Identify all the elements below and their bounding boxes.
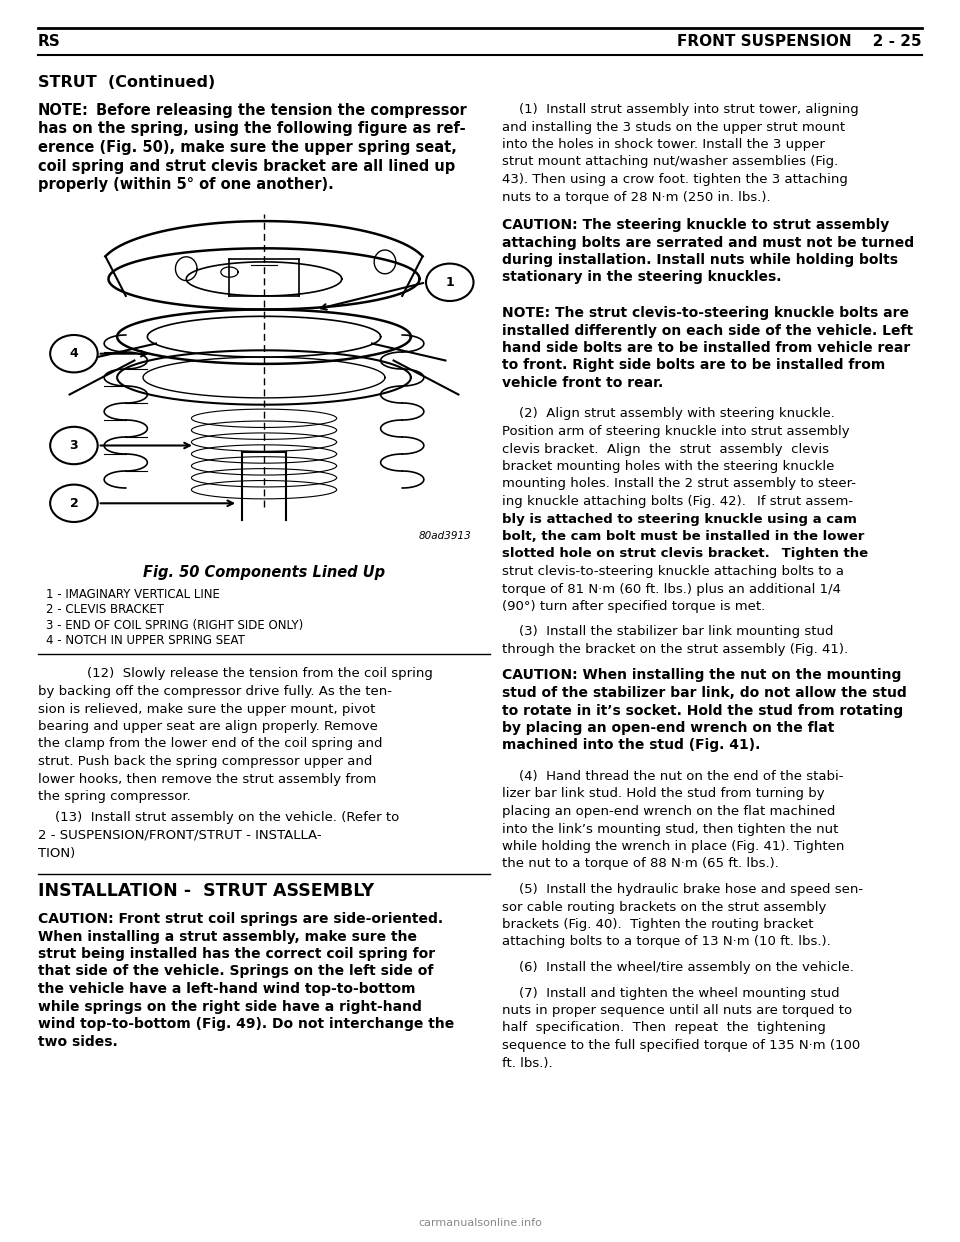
Text: into the holes in shock tower. Install the 3 upper: into the holes in shock tower. Install t… xyxy=(502,138,825,152)
Text: installed differently on each side of the vehicle. Left: installed differently on each side of th… xyxy=(502,323,913,338)
Circle shape xyxy=(50,335,98,373)
Text: strut mount attaching nut/washer assemblies (Fig.: strut mount attaching nut/washer assembl… xyxy=(502,155,838,169)
Text: brackets (Fig. 40).  Tighten the routing bracket: brackets (Fig. 40). Tighten the routing … xyxy=(502,918,813,932)
Text: attaching bolts to a torque of 13 N·m (10 ft. lbs.).: attaching bolts to a torque of 13 N·m (1… xyxy=(502,935,830,949)
Text: strut being installed has the correct coil spring for: strut being installed has the correct co… xyxy=(38,946,435,961)
Text: carmanualsonline.info: carmanualsonline.info xyxy=(418,1218,542,1228)
Text: by backing off the compressor drive fully. As the ten-: by backing off the compressor drive full… xyxy=(38,686,392,698)
Text: 43). Then using a crow foot. tighten the 3 attaching: 43). Then using a crow foot. tighten the… xyxy=(502,173,848,186)
Text: nuts to a torque of 28 N·m (250 in. lbs.).: nuts to a torque of 28 N·m (250 in. lbs.… xyxy=(502,190,771,204)
Text: the nut to a torque of 88 N·m (65 ft. lbs.).: the nut to a torque of 88 N·m (65 ft. lb… xyxy=(502,857,779,871)
Text: stud of the stabilizer bar link, do not allow the stud: stud of the stabilizer bar link, do not … xyxy=(502,686,907,700)
Text: TION): TION) xyxy=(38,847,75,859)
Text: 2 - SUSPENSION/FRONT/STRUT - INSTALLA-: 2 - SUSPENSION/FRONT/STRUT - INSTALLA- xyxy=(38,828,322,842)
Text: CAUTION: When installing the nut on the mounting: CAUTION: When installing the nut on the … xyxy=(502,668,901,683)
Text: (13)  Install strut assembly on the vehicle. (Refer to: (13) Install strut assembly on the vehic… xyxy=(38,811,399,825)
Text: nuts in proper sequence until all nuts are torqued to: nuts in proper sequence until all nuts a… xyxy=(502,1004,852,1017)
Circle shape xyxy=(426,263,473,301)
Text: (7)  Install and tighten the wheel mounting stud: (7) Install and tighten the wheel mounti… xyxy=(502,986,840,1000)
Text: two sides.: two sides. xyxy=(38,1035,118,1048)
Text: NOTE:: NOTE: xyxy=(38,103,89,118)
Text: slotted hole on strut clevis bracket.   Tighten the: slotted hole on strut clevis bracket. Ti… xyxy=(502,548,868,560)
Text: 2: 2 xyxy=(69,497,79,509)
Text: lower hooks, then remove the strut assembly from: lower hooks, then remove the strut assem… xyxy=(38,773,376,785)
Text: bearing and upper seat are align properly. Remove: bearing and upper seat are align properl… xyxy=(38,720,378,733)
Text: while holding the wrench in place (Fig. 41). Tighten: while holding the wrench in place (Fig. … xyxy=(502,840,845,853)
Text: erence (Fig. 50), make sure the upper spring seat,: erence (Fig. 50), make sure the upper sp… xyxy=(38,140,457,155)
Text: INSTALLATION -  STRUT ASSEMBLY: INSTALLATION - STRUT ASSEMBLY xyxy=(38,882,374,900)
Text: (1)  Install strut assembly into strut tower, aligning: (1) Install strut assembly into strut to… xyxy=(502,103,859,116)
Text: machined into the stud (Fig. 41).: machined into the stud (Fig. 41). xyxy=(502,739,760,753)
Text: 2 - CLEVIS BRACKET: 2 - CLEVIS BRACKET xyxy=(46,604,164,616)
Text: sequence to the full specified torque of 135 N·m (100: sequence to the full specified torque of… xyxy=(502,1040,860,1052)
Text: RS: RS xyxy=(38,35,60,50)
Text: (5)  Install the hydraulic brake hose and speed sen-: (5) Install the hydraulic brake hose and… xyxy=(502,883,863,895)
Text: (12)  Slowly release the tension from the coil spring: (12) Slowly release the tension from the… xyxy=(70,667,433,681)
Text: 3 - END OF COIL SPRING (RIGHT SIDE ONLY): 3 - END OF COIL SPRING (RIGHT SIDE ONLY) xyxy=(46,619,303,631)
Text: (6)  Install the wheel/tire assembly on the vehicle.: (6) Install the wheel/tire assembly on t… xyxy=(502,961,853,974)
Text: 1 - IMAGINARY VERTICAL LINE: 1 - IMAGINARY VERTICAL LINE xyxy=(46,587,220,600)
Text: ft. lbs.).: ft. lbs.). xyxy=(502,1057,553,1069)
Text: into the link’s mounting stud, then tighten the nut: into the link’s mounting stud, then tigh… xyxy=(502,822,838,836)
Text: bly is attached to steering knuckle using a cam: bly is attached to steering knuckle usin… xyxy=(502,513,857,525)
Text: placing an open-end wrench on the flat machined: placing an open-end wrench on the flat m… xyxy=(502,805,835,818)
Circle shape xyxy=(50,427,98,465)
Text: while springs on the right side have a right-hand: while springs on the right side have a r… xyxy=(38,1000,421,1013)
Text: CAUTION: The steering knuckle to strut assembly: CAUTION: The steering knuckle to strut a… xyxy=(502,219,889,232)
Circle shape xyxy=(50,484,98,522)
Text: 1: 1 xyxy=(445,276,454,289)
Text: (4)  Hand thread the nut on the end of the stabi-: (4) Hand thread the nut on the end of th… xyxy=(502,770,844,782)
Text: Before releasing the tension the compressor: Before releasing the tension the compres… xyxy=(96,103,467,118)
Text: 3: 3 xyxy=(70,438,78,452)
Text: (2)  Align strut assembly with steering knuckle.: (2) Align strut assembly with steering k… xyxy=(502,407,835,421)
Text: hand side bolts are to be installed from vehicle rear: hand side bolts are to be installed from… xyxy=(502,342,910,355)
Text: Position arm of steering knuckle into strut assembly: Position arm of steering knuckle into st… xyxy=(502,425,850,438)
Text: by placing an open-end wrench on the flat: by placing an open-end wrench on the fla… xyxy=(502,722,834,735)
Text: CAUTION: Front strut coil springs are side-oriented.: CAUTION: Front strut coil springs are si… xyxy=(38,912,444,927)
Text: STRUT  (Continued): STRUT (Continued) xyxy=(38,75,215,89)
Text: clevis bracket.  Align  the  strut  assembly  clevis: clevis bracket. Align the strut assembly… xyxy=(502,442,829,456)
Text: and installing the 3 studs on the upper strut mount: and installing the 3 studs on the upper … xyxy=(502,120,845,133)
Text: (90°) turn after specified torque is met.: (90°) turn after specified torque is met… xyxy=(502,600,765,614)
Text: 4 - NOTCH IN UPPER SPRING SEAT: 4 - NOTCH IN UPPER SPRING SEAT xyxy=(46,633,245,647)
Text: mounting holes. Install the 2 strut assembly to steer-: mounting holes. Install the 2 strut asse… xyxy=(502,477,856,491)
Text: bracket mounting holes with the steering knuckle: bracket mounting holes with the steering… xyxy=(502,460,834,473)
Text: that side of the vehicle. Springs on the left side of: that side of the vehicle. Springs on the… xyxy=(38,965,433,979)
Text: wind top-to-bottom (Fig. 49). Do not interchange the: wind top-to-bottom (Fig. 49). Do not int… xyxy=(38,1017,454,1031)
Text: through the bracket on the strut assembly (Fig. 41).: through the bracket on the strut assembl… xyxy=(502,643,848,656)
Text: to front. Right side bolts are to be installed from: to front. Right side bolts are to be ins… xyxy=(502,359,885,373)
Text: 80ad3913: 80ad3913 xyxy=(419,530,471,540)
Text: torque of 81 N·m (60 ft. lbs.) plus an additional 1/4: torque of 81 N·m (60 ft. lbs.) plus an a… xyxy=(502,582,841,595)
Text: the vehicle have a left-hand wind top-to-bottom: the vehicle have a left-hand wind top-to… xyxy=(38,982,416,996)
Text: the spring compressor.: the spring compressor. xyxy=(38,790,191,804)
Text: When installing a strut assembly, make sure the: When installing a strut assembly, make s… xyxy=(38,929,417,944)
Text: has on the spring, using the following figure as ref-: has on the spring, using the following f… xyxy=(38,122,466,137)
Text: vehicle front to rear.: vehicle front to rear. xyxy=(502,376,663,390)
Text: strut. Push back the spring compressor upper and: strut. Push back the spring compressor u… xyxy=(38,755,372,768)
Text: (3)  Install the stabilizer bar link mounting stud: (3) Install the stabilizer bar link moun… xyxy=(502,626,833,638)
Text: Fig. 50 Components Lined Up: Fig. 50 Components Lined Up xyxy=(143,565,385,580)
Text: strut clevis-to-steering knuckle attaching bolts to a: strut clevis-to-steering knuckle attachi… xyxy=(502,565,844,578)
Text: to rotate in it’s socket. Hold the stud from rotating: to rotate in it’s socket. Hold the stud … xyxy=(502,703,903,718)
Text: the clamp from the lower end of the coil spring and: the clamp from the lower end of the coil… xyxy=(38,738,382,750)
Text: half  specification.  Then  repeat  the  tightening: half specification. Then repeat the tigh… xyxy=(502,1021,826,1035)
Text: 4: 4 xyxy=(69,348,79,360)
Text: ing knuckle attaching bolts (Fig. 42).   If strut assem-: ing knuckle attaching bolts (Fig. 42). I… xyxy=(502,496,853,508)
Text: properly (within 5° of one another).: properly (within 5° of one another). xyxy=(38,178,334,193)
Text: FRONT SUSPENSION    2 - 25: FRONT SUSPENSION 2 - 25 xyxy=(678,35,922,50)
Text: NOTE: The strut clevis-to-steering knuckle bolts are: NOTE: The strut clevis-to-steering knuck… xyxy=(502,306,909,320)
Text: attaching bolts are serrated and must not be turned: attaching bolts are serrated and must no… xyxy=(502,236,914,250)
Text: stationary in the steering knuckles.: stationary in the steering knuckles. xyxy=(502,271,781,284)
Text: sor cable routing brackets on the strut assembly: sor cable routing brackets on the strut … xyxy=(502,900,827,914)
Text: sion is relieved, make sure the upper mount, pivot: sion is relieved, make sure the upper mo… xyxy=(38,703,375,715)
Text: coil spring and strut clevis bracket are all lined up: coil spring and strut clevis bracket are… xyxy=(38,159,455,174)
Text: lizer bar link stud. Hold the stud from turning by: lizer bar link stud. Hold the stud from … xyxy=(502,787,825,801)
Text: bolt, the cam bolt must be installed in the lower: bolt, the cam bolt must be installed in … xyxy=(502,530,864,543)
Text: during installation. Install nuts while holding bolts: during installation. Install nuts while … xyxy=(502,253,898,267)
